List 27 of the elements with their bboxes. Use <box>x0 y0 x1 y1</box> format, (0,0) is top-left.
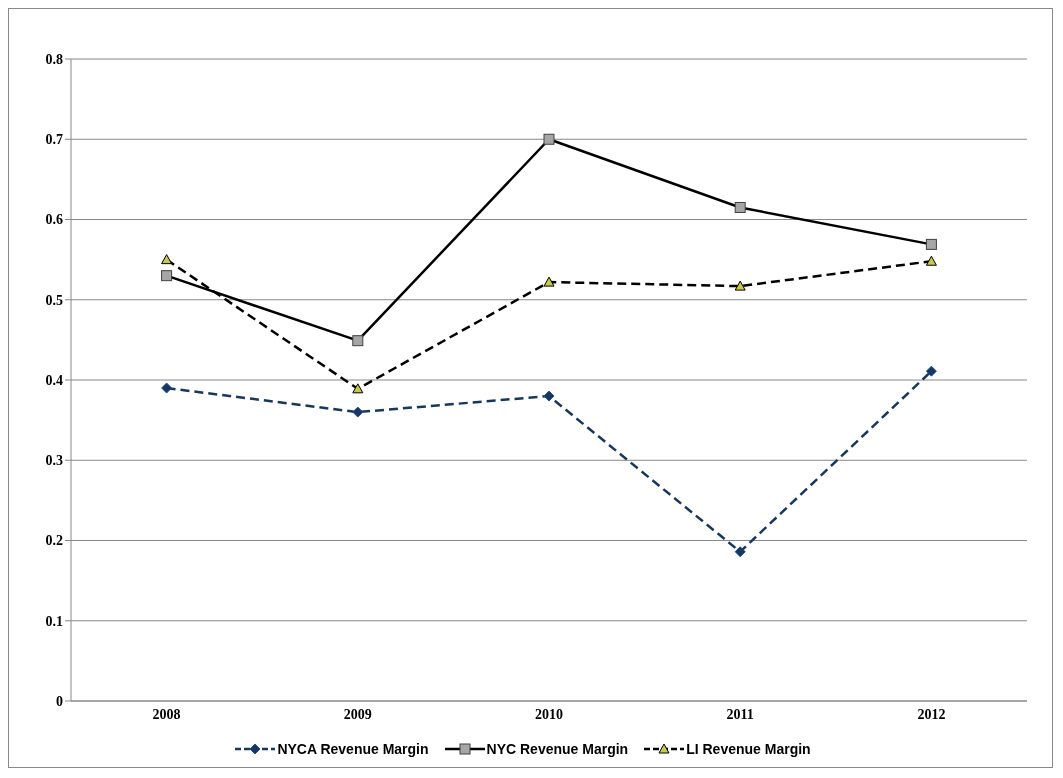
point <box>925 255 937 266</box>
y-tick-label: 0.8 <box>45 51 63 67</box>
legend-label: NYC Revenue Margin <box>486 741 629 757</box>
point <box>543 276 555 287</box>
point <box>734 546 746 558</box>
point <box>352 406 364 418</box>
point <box>161 254 173 265</box>
y-tick-label: 0.6 <box>45 212 63 228</box>
x-tick-label: 2010 <box>535 706 563 722</box>
point <box>352 383 364 394</box>
y-tick-label: 0.1 <box>45 613 63 629</box>
x-tick-label: 2009 <box>343 706 372 722</box>
point <box>734 280 746 291</box>
point <box>543 390 555 402</box>
legend-label: LI Revenue Margin <box>686 741 811 757</box>
point <box>161 382 173 394</box>
legend-label: NYCA Revenue Margin <box>277 741 429 757</box>
y-tick-label: 0.7 <box>45 132 63 148</box>
x-tick-label: 2008 <box>152 706 181 722</box>
y-tick-label: 0.2 <box>45 533 63 549</box>
y-tick-label: 0.4 <box>45 372 63 388</box>
x-tick-label: 2011 <box>726 706 754 722</box>
y-tick-label: 0.5 <box>45 292 63 308</box>
x-tick-label: 2012 <box>917 706 946 722</box>
y-tick-label: 0 <box>56 693 63 709</box>
point <box>925 365 937 377</box>
y-tick-label: 0.3 <box>45 453 63 469</box>
